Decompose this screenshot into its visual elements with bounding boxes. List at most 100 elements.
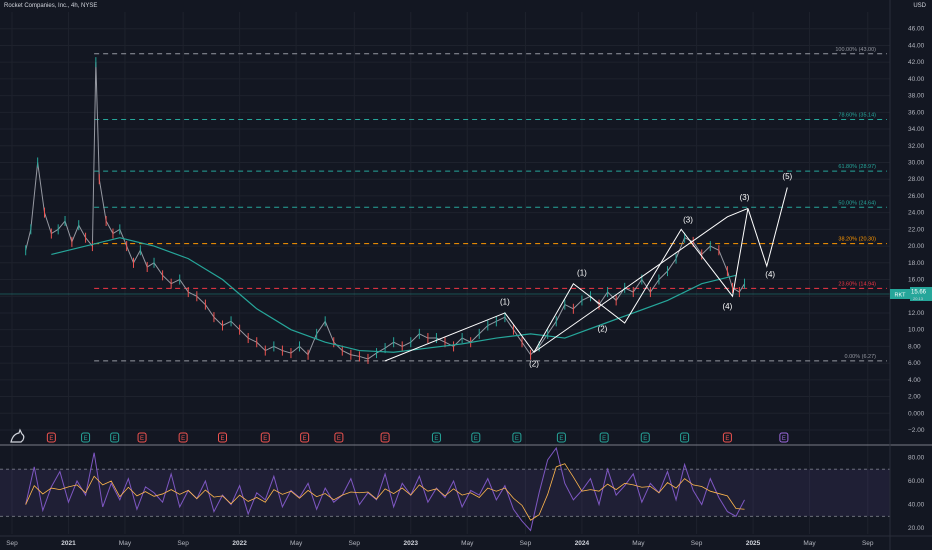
rsi-pane: [0, 446, 890, 532]
earnings-marker-icon: [431, 432, 441, 443]
rsi-line: [25, 446, 745, 532]
earnings-marker-icon: [599, 432, 609, 443]
earnings-marker-label: E: [337, 436, 341, 442]
time-tick-label: Sep: [691, 540, 703, 547]
time-tick-label: 2022: [232, 540, 247, 547]
time-tick-label: Sep: [177, 540, 189, 547]
earnings-marker-icon: [471, 432, 481, 443]
earnings-marker-icon: [779, 432, 789, 443]
moving-average-line: [51, 237, 737, 353]
time-tick-label: 2024: [575, 540, 590, 547]
earnings-marker-label: E: [515, 436, 519, 442]
fib-level-label: 0.00% (6.27): [845, 354, 877, 360]
time-tick-label: May: [632, 540, 645, 547]
wave-path: [384, 208, 749, 362]
earnings-marker-label: E: [725, 436, 729, 442]
price-tick-label: 16.00: [908, 277, 925, 284]
earnings-marker-icon: [178, 432, 188, 443]
earnings-marker-label: E: [383, 436, 387, 442]
earnings-marker-label: E: [434, 436, 438, 442]
earnings-marker-label: E: [263, 436, 267, 442]
price-tick-label: 36.00: [908, 109, 925, 116]
earnings-marker-label: E: [602, 436, 606, 442]
earnings-marker-label: E: [643, 436, 647, 442]
price-tick-label: 46.00: [908, 26, 925, 33]
rsi-tick-label: 40.00: [908, 502, 925, 509]
earnings-marker-icon: [334, 432, 344, 443]
fib-level-label: 61.80% (28.97): [838, 164, 876, 170]
earnings-marker-label: E: [49, 436, 53, 442]
earnings-marker-label: E: [113, 436, 117, 442]
earnings-marker-icon: [218, 432, 227, 443]
price-tick-label: 8.00: [908, 343, 921, 350]
fib-level-label: 78.60% (35.14): [838, 113, 876, 119]
symbol-label: RKT: [895, 293, 907, 299]
time-tick-label: May: [290, 540, 303, 547]
rsi-signal-line: [25, 463, 745, 521]
time-tick-label: Sep: [862, 540, 874, 547]
time-tick-label: 2021: [61, 540, 76, 547]
price-tick-label: 26.00: [908, 193, 925, 200]
price-badge: [910, 287, 932, 301]
price-tick-label: 18.00: [908, 260, 925, 267]
wave-label: (4): [723, 302, 733, 311]
time-axis[interactable]: Sep 2021 May Sep 2022 May Sep 2023 May Sep 2024 May…: [6, 540, 874, 547]
price-tick-label: 24.00: [908, 210, 925, 217]
time-tick-label: May: [803, 540, 816, 547]
price-tick-label: 0.000: [908, 410, 925, 417]
fib-level-label: 23.60% (14.94): [838, 281, 876, 287]
tradingview-logo-icon[interactable]: [10, 428, 25, 443]
earnings-marker-label: E: [84, 436, 88, 442]
price-tick-label: 28.00: [908, 176, 925, 183]
wave-label: (5): [782, 172, 792, 181]
elliott-waves: (1) (2) (1) (2) (3) (4) (3) (4) (5): [384, 172, 793, 368]
earnings-marker-icon: [260, 432, 270, 443]
price-value: 15.66: [911, 290, 927, 296]
earnings-marker-label: E: [140, 436, 144, 442]
price-tick-label: −2.00: [908, 427, 925, 434]
earnings-marker-icon: [680, 432, 690, 443]
symbol-badge: [890, 289, 910, 299]
price-tick-label: 30.00: [908, 159, 925, 166]
price-tick-label: 44.00: [908, 42, 925, 49]
price-tick-label: 12.00: [908, 310, 925, 317]
price-tick-label: 6.00: [908, 360, 921, 367]
earnings-marker-label: E: [683, 436, 687, 442]
wave-label: (4): [765, 270, 775, 279]
wave-label: (1): [577, 268, 587, 277]
price-tick-label: 40.00: [908, 76, 925, 83]
earnings-marker-icon: [300, 432, 310, 443]
wave-label: (3): [683, 216, 693, 225]
price-axis[interactable]: 46.00 44.00 42.00 40.00 38.00 36.00 34.00 32.00…: [908, 26, 925, 434]
fib-level-label: 50.00% (24.64): [838, 200, 876, 206]
earnings-marker-label: E: [181, 436, 185, 442]
price-tick-label: 38.00: [908, 93, 925, 100]
earnings-marker-label: E: [303, 436, 307, 442]
earnings-marker-icon: [46, 432, 56, 443]
currency-label[interactable]: USD: [913, 3, 926, 9]
earnings-marker-icon: [640, 432, 650, 443]
earnings-marker-icon: [556, 432, 566, 443]
price-tick-label: 10.00: [908, 327, 925, 334]
earnings-marker-label: E: [220, 436, 224, 442]
earnings-marker-label: E: [782, 436, 786, 442]
chart-title: Rocket Companies, Inc., 4h, NYSE: [4, 3, 98, 9]
price-series: [25, 57, 746, 364]
price-tick-label: 32.00: [908, 143, 925, 150]
wave-label: (2): [598, 324, 608, 333]
price-countdown: 20.13: [913, 296, 924, 301]
time-tick-label: Sep: [6, 540, 18, 547]
price-tick-label: 22.00: [908, 226, 925, 233]
wave-label: (3): [740, 193, 750, 202]
earnings-marker-label: E: [559, 436, 563, 442]
wave-path: [747, 187, 788, 268]
earnings-marker-icon: [512, 432, 522, 443]
wave-label: (2): [529, 359, 539, 368]
earnings-marker-icon: [81, 432, 91, 443]
price-tick-label: 42.00: [908, 59, 925, 66]
rsi-axis[interactable]: 80.00 60.00 40.00 20.00: [908, 454, 925, 532]
time-tick-label: 2025: [746, 540, 761, 547]
price-tick-label: 2.00: [908, 394, 921, 401]
time-tick-label: May: [119, 540, 132, 547]
